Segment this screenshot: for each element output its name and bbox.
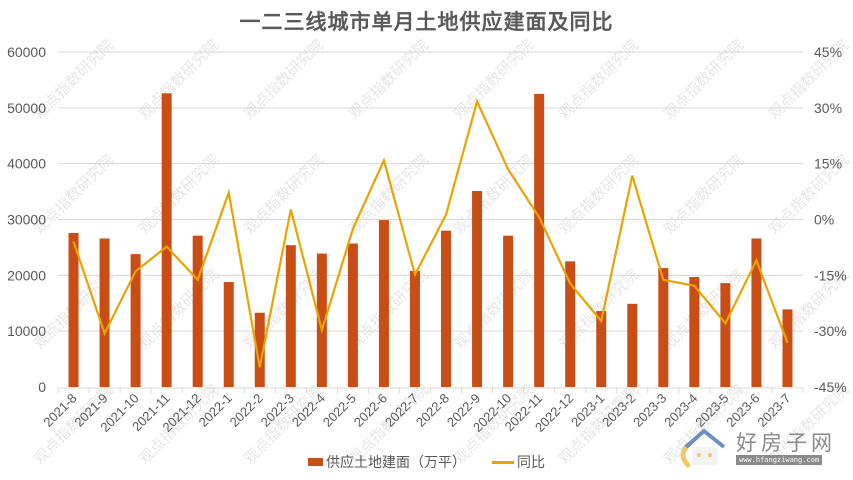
logo-name: 好房子网: [736, 431, 836, 455]
bar: [409, 270, 420, 387]
left-axis-tick-label: 0: [38, 379, 46, 395]
bar: [658, 268, 669, 387]
left-axis-tick-label: 20000: [7, 267, 46, 283]
left-y-axis: 0 10000 20000 30000 40000 50000 60000: [7, 44, 46, 395]
line-swatch-icon: [492, 460, 514, 464]
bar: [565, 261, 576, 387]
right-axis-tick-label: -30%: [814, 323, 847, 339]
bar: [782, 309, 793, 387]
bar: [596, 311, 607, 387]
bar: [161, 93, 172, 388]
bar: [347, 243, 358, 387]
yoy-line: [72, 98, 789, 368]
watermark-text: 观点指数研究院: [660, 266, 747, 353]
line-series: [72, 98, 789, 368]
bar-swatch-icon: [308, 458, 323, 466]
bar: [472, 191, 483, 387]
bar: [68, 232, 79, 387]
watermark-text: 观点指数研究院: [135, 266, 222, 353]
bar: [534, 93, 545, 387]
left-axis-tick-label: 60000: [7, 44, 46, 60]
x-axis-tick-label: 2023-7: [754, 391, 793, 430]
watermark-text: 观点指数研究院: [240, 36, 327, 123]
bar: [441, 230, 452, 387]
right-axis-tick-label: -45%: [814, 379, 847, 395]
left-axis-tick-label: 40000: [7, 156, 46, 172]
bar: [99, 238, 110, 387]
legend-item-bar: 供应土地建面（万平）: [308, 452, 466, 472]
legend: 供应土地建面（万平） 同比: [0, 452, 853, 472]
bar: [223, 282, 234, 387]
bar: [285, 245, 296, 387]
watermark-text: 观点指数研究院: [660, 36, 747, 123]
left-axis-tick-label: 50000: [7, 100, 46, 116]
left-axis-tick-label: 30000: [7, 212, 46, 228]
bar: [192, 235, 203, 387]
bar-series: [68, 93, 793, 388]
legend-item-line: 同比: [492, 452, 545, 472]
site-logo: 好房子网 www.hfangziwang.com: [674, 425, 844, 475]
x-axis-tick-label: 2022-5: [320, 391, 359, 430]
legend-label-line: 同比: [517, 455, 545, 471]
watermark-text: 观点指数研究院: [345, 36, 432, 123]
right-y-axis: -45% -30% -15% 0% 15% 30% 45%: [814, 44, 847, 395]
right-axis-tick-label: 45%: [814, 44, 842, 60]
bar: [720, 283, 731, 387]
watermark-text: 观点指数研究院: [450, 266, 537, 353]
logo-url: www.hfangziwang.com: [736, 455, 823, 465]
gridlines: [58, 51, 803, 332]
right-axis-tick-label: 15%: [814, 156, 842, 172]
bar: [627, 303, 638, 387]
right-axis-tick-label: 30%: [814, 100, 842, 116]
left-axis-tick-label: 10000: [7, 323, 46, 339]
bar: [503, 235, 514, 387]
x-axis-tick-label: 2022-2: [227, 391, 266, 430]
watermark-text: 观点指数研究院: [555, 36, 642, 123]
legend-label-bar: 供应土地建面（万平）: [326, 455, 466, 471]
bar: [378, 220, 389, 387]
chart-title: 一二三线城市单月土地供应建面及同比: [239, 10, 614, 34]
bar: [130, 254, 141, 387]
bar: [689, 277, 700, 387]
right-axis-tick-label: -15%: [814, 267, 847, 283]
watermark-text: 观点指数研究院: [450, 36, 537, 123]
right-axis-tick-label: 0%: [814, 212, 834, 228]
bar: [254, 312, 265, 387]
bar: [316, 253, 327, 387]
watermark-text: 观点指数研究院: [135, 36, 222, 123]
bar: [751, 238, 762, 387]
watermark-text: 观点指数研究院: [240, 266, 327, 353]
house-logo-icon: [680, 429, 726, 468]
